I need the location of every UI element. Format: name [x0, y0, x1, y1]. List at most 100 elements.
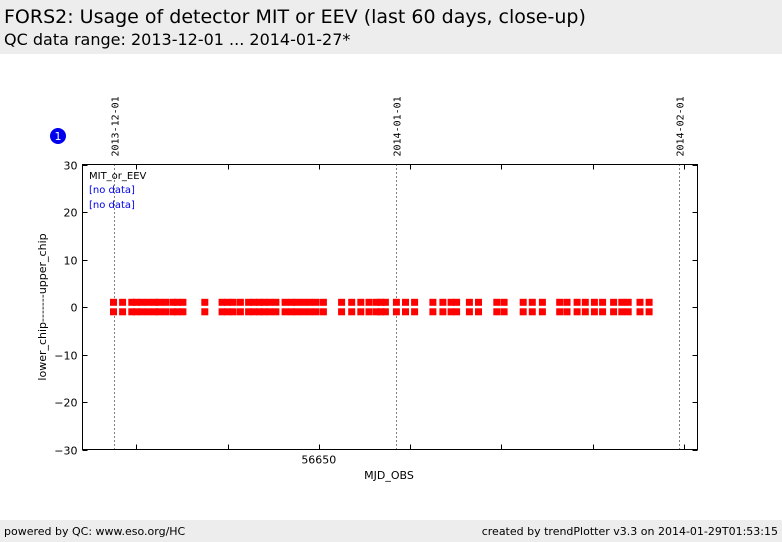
data-point-lower_chip	[465, 308, 473, 316]
data-point-lower_chip	[402, 308, 409, 316]
data-point-lower_chip	[453, 308, 461, 316]
y-tick-label: 10	[64, 255, 78, 268]
data-point-upper_chip	[256, 298, 263, 306]
data-point-upper_chip	[377, 298, 385, 306]
data-point-lower_chip	[293, 308, 301, 316]
data-point-upper_chip	[528, 298, 536, 306]
data-point-upper_chip	[493, 298, 501, 306]
data-point-upper_chip	[138, 298, 146, 306]
date-marker-label-1: 2013-12-01	[111, 96, 122, 156]
data-point-lower_chip	[599, 308, 607, 316]
data-point-lower_chip	[556, 308, 564, 316]
chart: 1 2013-12-01 2014-01-01 2014-02-01 30 20 10 0…	[36, 96, 698, 482]
data-point-lower_chip	[636, 308, 644, 316]
data-point-lower_chip	[260, 308, 268, 316]
info-badge-label: 1	[55, 130, 62, 143]
data-point-upper_chip	[581, 298, 589, 306]
data-point-upper_chip	[218, 298, 226, 306]
data-point-upper_chip	[119, 298, 127, 306]
data-point-upper_chip	[110, 298, 117, 306]
data-point-lower_chip	[563, 308, 571, 316]
data-point-lower_chip	[144, 308, 152, 316]
data-point-lower_chip	[372, 308, 380, 316]
data-point-upper_chip	[299, 298, 307, 306]
info-badge-icon[interactable]	[50, 128, 66, 144]
data-point-upper_chip	[475, 298, 482, 306]
data-point-lower_chip	[624, 308, 632, 316]
data-point-lower_chip	[312, 308, 320, 316]
data-point-upper_chip	[411, 298, 419, 306]
data-point-upper_chip	[293, 298, 301, 306]
y-tick-label: 30	[64, 160, 78, 173]
data-point-upper_chip	[348, 298, 356, 306]
data-point-upper_chip	[250, 298, 258, 306]
data-point-lower_chip	[392, 308, 400, 316]
data-point-upper_chip	[365, 298, 373, 306]
data-point-upper_chip	[624, 298, 632, 306]
data-point-upper_chip	[519, 298, 527, 306]
data-point-upper_chip	[281, 298, 289, 306]
data-point-upper_chip	[162, 298, 169, 306]
data-point-upper_chip	[453, 298, 461, 306]
data-point-lower_chip	[377, 308, 385, 316]
data-point-lower_chip	[610, 308, 618, 316]
data-point-lower_chip	[266, 308, 274, 316]
data-point-lower_chip	[493, 308, 501, 316]
data-point-lower_chip	[618, 308, 626, 316]
data-point-lower_chip	[447, 308, 455, 316]
data-point-lower_chip	[173, 308, 181, 316]
data-point-upper_chip	[618, 298, 626, 306]
data-point-upper_chip	[319, 298, 327, 306]
y-tick-label: −20	[54, 397, 77, 410]
data-point-upper_chip	[372, 298, 380, 306]
data-point-lower_chip	[429, 308, 437, 316]
data-point-lower_chip	[256, 308, 263, 316]
data-point-lower_chip	[162, 308, 169, 316]
data-point-upper_chip	[151, 298, 159, 306]
data-point-upper_chip	[563, 298, 571, 306]
data-point-upper_chip	[201, 298, 209, 306]
legend-entry-2: [no data]	[89, 200, 135, 211]
data-point-lower_chip	[110, 308, 117, 316]
data-point-upper_chip	[429, 298, 437, 306]
legend-entry-1: [no data]	[89, 185, 135, 196]
legend-title: MIT_or_EEV	[89, 171, 147, 182]
data-point-upper_chip	[132, 298, 140, 306]
data-point-upper_chip	[392, 298, 400, 306]
data-point-upper_chip	[229, 298, 237, 306]
footer-created-by: created by trendPlotter v3.3 on 2014-01-…	[481, 525, 778, 538]
plot-area	[82, 164, 698, 450]
data-point-upper_chip	[338, 298, 346, 306]
data-point-lower_chip	[500, 308, 508, 316]
page-subtitle: QC data range: 2013-12-01 ... 2014-01-27…	[4, 30, 351, 49]
data-point-upper_chip	[266, 298, 274, 306]
data-point-lower_chip	[528, 308, 536, 316]
data-point-lower_chip	[250, 308, 258, 316]
data-point-lower_chip	[132, 308, 140, 316]
data-point-lower_chip	[538, 308, 546, 316]
date-marker-labels: 2013-12-01 2014-01-01 2014-02-01	[111, 96, 687, 156]
data-point-lower_chip	[319, 308, 327, 316]
data-point-lower_chip	[229, 308, 237, 316]
data-point-lower_chip	[299, 308, 307, 316]
data-point-upper_chip	[610, 298, 618, 306]
data-point-lower_chip	[581, 308, 589, 316]
data-point-lower_chip	[281, 308, 289, 316]
data-point-upper_chip	[173, 298, 181, 306]
data-point-upper_chip	[155, 298, 163, 306]
data-point-lower_chip	[306, 308, 314, 316]
data-point-lower_chip	[573, 308, 581, 316]
data-point-upper_chip	[357, 298, 365, 306]
data-point-lower_chip	[381, 308, 389, 316]
data-point-upper_chip	[447, 298, 455, 306]
y-tick-label: −10	[54, 350, 77, 363]
data-point-upper_chip	[465, 298, 473, 306]
data-point-lower_chip	[272, 308, 280, 316]
data-point-lower_chip	[155, 308, 163, 316]
data-point-upper_chip	[590, 298, 598, 306]
y-axis-ticks: 30 20 10 0 −10 −20 −30	[54, 160, 698, 458]
data-point-lower_chip	[590, 308, 598, 316]
x-axis-label: MJD_OBS	[364, 469, 414, 482]
data-point-lower_chip	[475, 308, 482, 316]
data-point-upper_chip	[402, 298, 409, 306]
